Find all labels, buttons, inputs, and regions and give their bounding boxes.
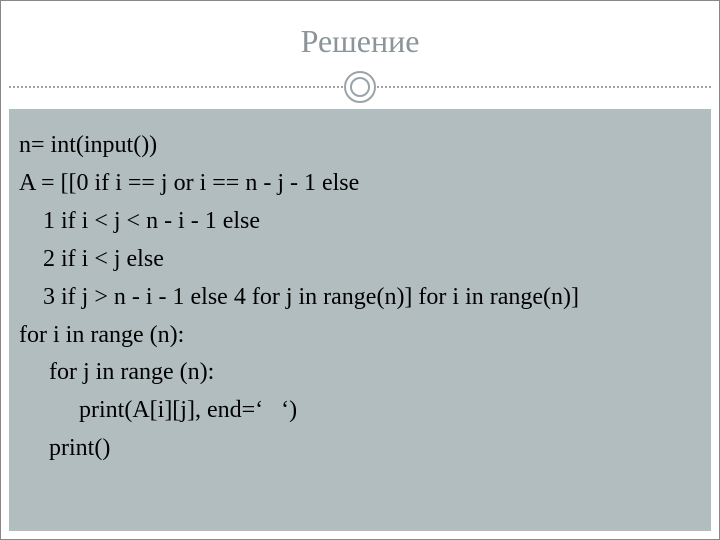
slide-title: Решение	[1, 23, 719, 60]
divider	[1, 68, 719, 108]
code-line: n= int(input())	[19, 127, 701, 165]
code-line: A = [[0 if i == j or i == n - j - 1 else	[19, 165, 701, 203]
code-line: print(A[i][j], end=‘ ‘)	[19, 392, 701, 430]
code-line: for j in range (n):	[19, 354, 701, 392]
code-line: 2 if i < j else	[19, 241, 701, 279]
slide-container: Решение n= int(input()) A = [[0 if i == …	[0, 0, 720, 540]
circle-inner	[350, 77, 370, 97]
code-line: 3 if j > n - i - 1 else 4 for j in range…	[19, 279, 701, 317]
circle-decoration	[344, 71, 376, 103]
title-area: Решение	[1, 1, 719, 108]
content-box: n= int(input()) A = [[0 if i == j or i =…	[9, 109, 711, 531]
code-line: for i in range (n):	[19, 317, 701, 355]
code-line: print()	[19, 430, 701, 468]
code-line: 1 if i < j < n - i - 1 else	[19, 203, 701, 241]
